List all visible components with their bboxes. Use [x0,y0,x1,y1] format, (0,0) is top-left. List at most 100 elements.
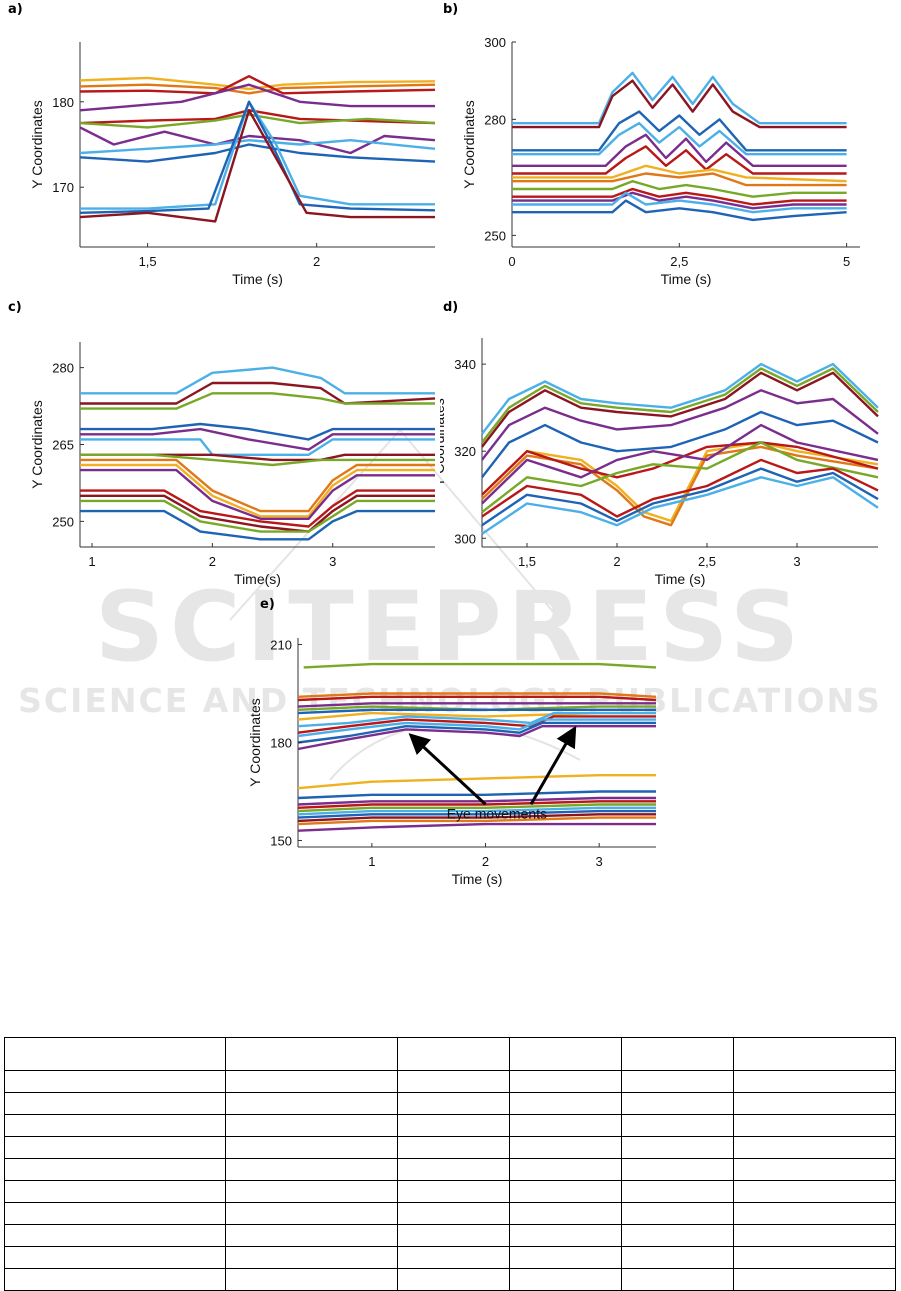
x-tick-label: 1 [368,854,375,869]
annotation-arrow-right [529,725,577,806]
table-cell [508,1114,623,1137]
x-axis-label: Time(s) [234,571,281,587]
table-cell [733,1037,896,1071]
y-axis-label: Y Coordinates [461,100,477,188]
series-line-8 [79,143,436,163]
series-line-10 [80,468,435,521]
table-cell [733,1114,896,1137]
table-cell [733,1070,896,1093]
table-cell [3,1092,227,1115]
table-cell [396,1202,511,1225]
y-tick-label: 170 [52,180,74,195]
table-cell [3,1180,227,1203]
panel-label-a: a) [8,2,23,17]
table-cell [3,1070,227,1093]
y-tick-label: 320 [454,444,476,459]
series-line-1 [297,692,657,698]
chart-a: 1,5 2 170 180 Time (s) Y Coordinates [29,42,436,287]
y-axis-label: Y Coordinates [440,398,447,486]
table-row [3,1037,896,1071]
y-tick-label: 180 [52,95,74,110]
x-tick-label: 3 [596,854,603,869]
table-cell [621,1114,735,1137]
table-cell [621,1158,735,1181]
table-cell [3,1224,227,1247]
x-tick-label: 2 [482,854,489,869]
series-line-2 [481,371,879,448]
series-line-1 [512,79,847,129]
table-cell [396,1037,511,1071]
table-cell [733,1202,896,1225]
series-line-13 [80,499,435,533]
series-line-9 [512,187,847,206]
series-line-17 [297,806,656,816]
series-line-9 [297,718,656,738]
series-line-3 [512,121,847,156]
series-line-3 [481,389,879,461]
series-line-0 [303,662,657,669]
series-line-14 [297,796,656,806]
table-row [3,1092,896,1115]
y-axis-label: Y Coordinates [29,400,45,488]
table-cell [396,1268,511,1291]
series-line-8 [481,423,879,505]
series-line-15 [297,800,656,809]
series-line-5 [79,113,436,129]
series-line-11 [297,724,656,751]
chart-b: 0 2,5 5 250 280 300 Time (s) Y Coordinates [461,35,860,287]
x-tick-label: 2 [209,554,216,569]
table-cell [508,1158,623,1181]
panel-label-e: e) [260,597,275,612]
table-cell [225,1224,398,1247]
table-cell [508,1092,623,1115]
table-cell [621,1268,735,1291]
series-line-6 [512,164,847,183]
table-row [3,1268,896,1291]
series-line-12 [512,199,847,222]
table-cell [508,1268,623,1291]
empty-table [3,1037,896,1291]
y-tick-label: 250 [52,514,74,529]
table-cell [508,1037,623,1071]
series-line-19 [297,813,656,823]
series-line-7 [512,172,847,187]
series-line-11 [79,109,435,223]
series-line-10 [79,100,436,214]
table-cell [508,1180,623,1203]
x-tick-label: 5 [843,254,850,269]
series-line-5 [481,441,879,523]
chart-e: 1 2 3 150 180 210 Time (s) Y Coordinates Eye mov… [247,638,657,887]
series-line-5 [80,438,435,457]
table-cell [508,1224,623,1247]
table-cell [3,1202,227,1225]
table-cell [225,1268,398,1291]
table-row [3,1180,896,1203]
table-cell [225,1037,398,1071]
series-line-13 [297,790,656,800]
table-cell [396,1114,511,1137]
series-line-11 [80,489,435,528]
table-cell [621,1092,735,1115]
series-line-5 [512,145,847,175]
series-line-0 [481,362,879,435]
series-line-9 [481,441,879,514]
series-line-2 [79,74,436,95]
series-line-10 [297,721,656,744]
series-line-2 [512,110,847,152]
series-line-7 [80,453,435,467]
series-line-7 [481,441,879,496]
series-line-2 [80,392,435,410]
table-cell [621,1224,735,1247]
x-tick-label: 1,5 [518,554,536,569]
series-line-3 [79,83,435,112]
table-cell [508,1136,623,1159]
y-axis-label: Y Coordinates [247,698,263,786]
series-line-10 [481,458,879,518]
table-row [3,1224,896,1247]
y-tick-label: 340 [454,357,476,372]
series-line-8 [512,179,847,198]
series-line-4 [512,133,847,168]
series-line-4 [481,410,879,479]
x-axis-label: Time (s) [655,571,706,587]
series-line-11 [481,467,879,527]
